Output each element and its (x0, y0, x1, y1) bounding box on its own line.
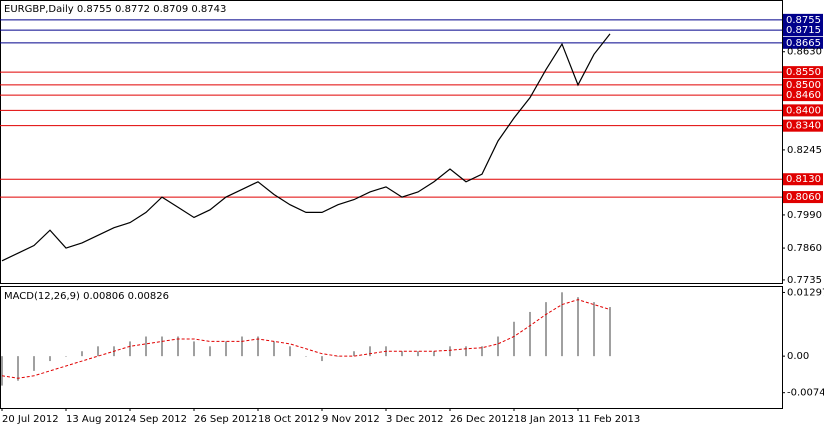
y-tick-label: -0.00744 (787, 388, 824, 399)
macd-bar (1, 356, 3, 386)
x-tick-label: 13 Aug 2012 (66, 414, 130, 425)
macd-bar (609, 307, 611, 357)
macd-panel (0, 286, 783, 409)
price-panel (0, 0, 783, 284)
macd-bar (273, 341, 275, 357)
y-tick-label: 0.00 (787, 351, 809, 362)
x-tick-label: 26 Sep 2012 (194, 414, 257, 425)
macd-bar (49, 356, 51, 362)
macd-bar (353, 351, 355, 357)
macd-bar (33, 356, 35, 371)
y-tick-label: 0.01297 (787, 287, 824, 298)
y-tick-label: 0.8245 (787, 145, 822, 156)
y-tick-label: 0.8665 (786, 38, 821, 49)
macd-bar (225, 341, 227, 357)
level-label-box (783, 119, 823, 132)
y-tick-label: 0.8130 (786, 174, 821, 185)
macd-bar (321, 356, 323, 362)
level-label-box (783, 89, 823, 102)
macd-bar (401, 351, 403, 357)
x-tick-label: 20 Jul 2012 (2, 414, 59, 425)
macd-bar (129, 341, 131, 357)
macd-bar (209, 346, 211, 357)
macd-bar (577, 297, 579, 357)
y-tick-label: 0.8340 (786, 121, 821, 132)
y-tick-label: 0.8755 (786, 15, 821, 26)
y-tick-label: 0.8460 (786, 90, 821, 101)
level-label-box (783, 173, 823, 186)
macd-bar (545, 302, 547, 357)
macd-bar (465, 346, 467, 357)
level-label-box (783, 66, 823, 79)
macd-signal (1, 299, 611, 379)
level-label-box (783, 24, 823, 37)
macd-bar (481, 346, 483, 357)
macd-title: MACD(12,26,9) 0.00806 0.00826 (4, 291, 169, 302)
macd-bar (529, 311, 531, 357)
macd-bar (513, 321, 515, 357)
y-tick-label: 0.8715 (786, 25, 821, 36)
y-tick-label: 0.8400 (786, 105, 821, 116)
x-tick-label: 11 Feb 2013 (578, 414, 640, 425)
macd-bar (193, 341, 195, 357)
x-tick-label: 3 Dec 2012 (386, 414, 444, 425)
level-label-box (783, 104, 823, 117)
y-tick-label: 0.7735 (787, 275, 822, 286)
y-tick-label: 0.7990 (787, 210, 822, 221)
x-tick-label: 18 Jan 2013 (514, 414, 574, 425)
y-tick-label: 0.7860 (787, 243, 822, 254)
level-label-box (783, 191, 823, 204)
level-label-box (783, 36, 823, 49)
y-tick-label: 0.8550 (786, 67, 821, 78)
y-tick-label: 0.8060 (786, 192, 821, 203)
macd-bar (417, 351, 419, 357)
macd-bar (17, 356, 19, 381)
macd-bar (337, 356, 339, 357)
x-tick-label: 4 Sep 2012 (130, 414, 187, 425)
y-tick-label: 0.8500 (786, 80, 821, 91)
macd-bar (81, 351, 83, 357)
x-tick-label: 9 Nov 2012 (322, 414, 380, 425)
macd-bar (177, 336, 179, 357)
y-tick-label: 0.8630 (787, 47, 822, 58)
chart-title: EURGBP,Daily 0.8755 0.8772 0.8709 0.8743 (4, 4, 226, 15)
macd-bar (241, 336, 243, 357)
macd-bar (369, 346, 371, 357)
macd-bar (433, 351, 435, 357)
macd-bar (593, 302, 595, 357)
level-label-box (783, 13, 823, 26)
x-tick-label: 18 Oct 2012 (258, 414, 320, 425)
macd-bar (497, 336, 499, 357)
macd-bar (257, 336, 259, 357)
x-tick-label: 26 Dec 2012 (450, 414, 514, 425)
macd-bar (561, 292, 563, 357)
macd-bar (161, 336, 163, 357)
macd-bar (97, 346, 99, 357)
macd-bar (449, 346, 451, 357)
macd-bar (145, 336, 147, 357)
price-line (1, 33, 611, 262)
macd-bar (305, 356, 307, 357)
level-label-box (783, 78, 823, 91)
macd-bar (289, 346, 291, 357)
macd-bar (65, 356, 67, 357)
